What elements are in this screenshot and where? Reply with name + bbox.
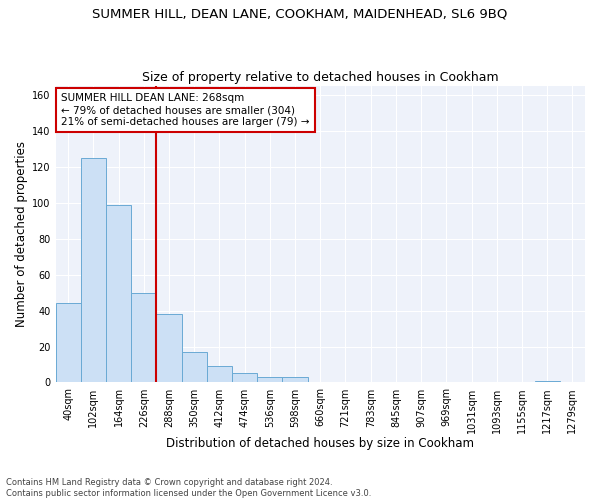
- Title: Size of property relative to detached houses in Cookham: Size of property relative to detached ho…: [142, 70, 499, 84]
- X-axis label: Distribution of detached houses by size in Cookham: Distribution of detached houses by size …: [166, 437, 474, 450]
- Text: Contains HM Land Registry data © Crown copyright and database right 2024.
Contai: Contains HM Land Registry data © Crown c…: [6, 478, 371, 498]
- Bar: [131, 292, 157, 382]
- Y-axis label: Number of detached properties: Number of detached properties: [15, 142, 28, 328]
- Bar: [232, 374, 257, 382]
- Bar: [106, 204, 131, 382]
- Bar: [257, 377, 283, 382]
- Bar: [283, 377, 308, 382]
- Text: SUMMER HILL, DEAN LANE, COOKHAM, MAIDENHEAD, SL6 9BQ: SUMMER HILL, DEAN LANE, COOKHAM, MAIDENH…: [92, 8, 508, 20]
- Bar: [56, 304, 81, 382]
- Text: SUMMER HILL DEAN LANE: 268sqm
← 79% of detached houses are smaller (304)
21% of : SUMMER HILL DEAN LANE: 268sqm ← 79% of d…: [61, 94, 310, 126]
- Bar: [157, 314, 182, 382]
- Bar: [182, 352, 207, 382]
- Bar: [81, 158, 106, 382]
- Bar: [535, 380, 560, 382]
- Bar: [207, 366, 232, 382]
